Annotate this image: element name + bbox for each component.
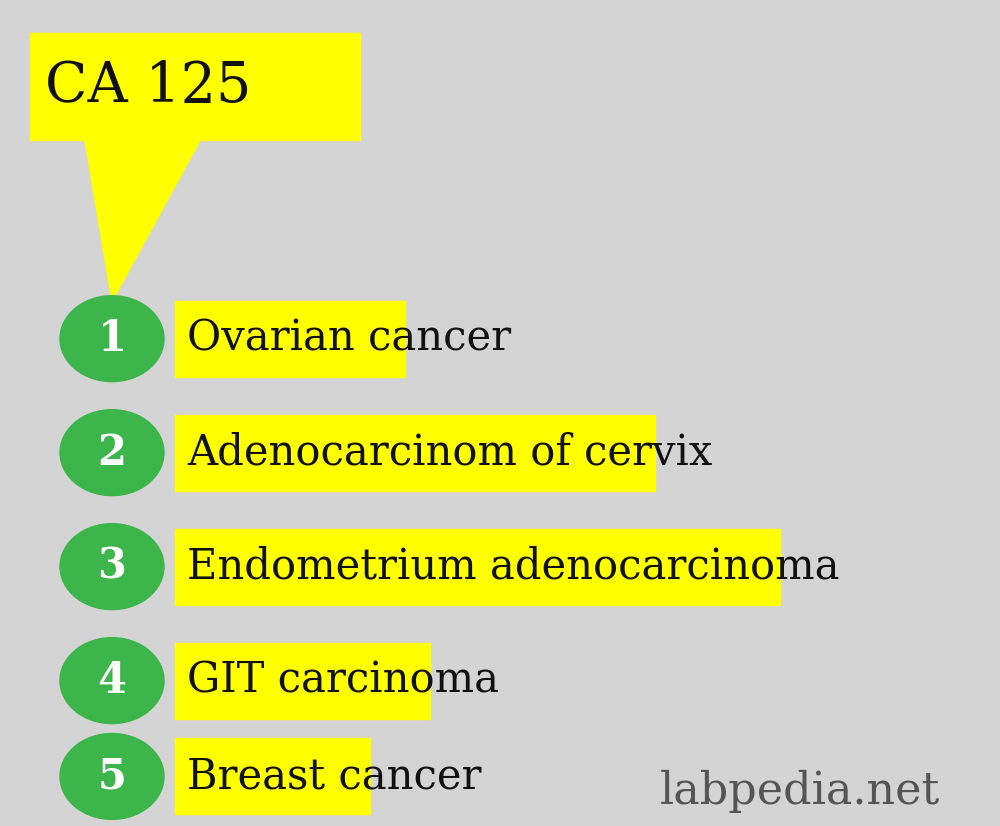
Text: 5: 5	[98, 756, 126, 797]
Circle shape	[60, 733, 164, 819]
Circle shape	[60, 638, 164, 724]
FancyBboxPatch shape	[175, 738, 370, 814]
Circle shape	[60, 296, 164, 382]
Text: Ovarian cancer: Ovarian cancer	[187, 318, 511, 359]
Text: labpedia.net: labpedia.net	[660, 770, 940, 813]
Text: 4: 4	[98, 660, 126, 701]
FancyBboxPatch shape	[175, 643, 430, 719]
Text: Endometrium adenocarcinoma: Endometrium adenocarcinoma	[187, 546, 840, 587]
FancyBboxPatch shape	[175, 529, 780, 605]
Polygon shape	[85, 140, 200, 301]
Text: Adenocarcinom of cervix: Adenocarcinom of cervix	[187, 432, 712, 473]
Text: Breast cancer: Breast cancer	[187, 756, 482, 797]
Text: 3: 3	[98, 546, 126, 587]
Circle shape	[60, 524, 164, 610]
Text: 1: 1	[98, 318, 126, 359]
Text: GIT carcinoma: GIT carcinoma	[187, 660, 499, 701]
Text: 2: 2	[98, 432, 126, 473]
Circle shape	[60, 410, 164, 496]
FancyBboxPatch shape	[175, 415, 655, 491]
FancyBboxPatch shape	[175, 301, 405, 377]
FancyBboxPatch shape	[30, 33, 360, 140]
Text: CA 125: CA 125	[45, 59, 251, 114]
